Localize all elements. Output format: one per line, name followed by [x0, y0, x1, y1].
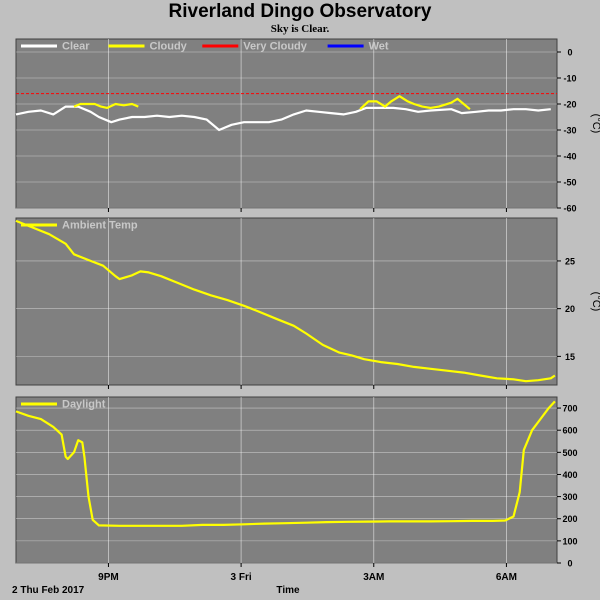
- plot-area: [15, 38, 558, 209]
- y-tick-label: 15: [565, 352, 575, 362]
- x-tick-label: 3AM: [363, 572, 384, 583]
- y-tick-label: 200: [562, 514, 577, 524]
- y-tick-label: -60: [563, 204, 576, 214]
- y-tick-label: -50: [563, 178, 576, 188]
- y-axis-label: (°C): [590, 292, 600, 312]
- y-tick-label: 400: [562, 470, 577, 480]
- series-line-ambient-temp: [15, 219, 556, 383]
- x-axis-label: Time: [276, 585, 300, 596]
- panel-daylight: [15, 396, 561, 567]
- y-tick-label: 20: [565, 304, 575, 314]
- x-tick-label: 9PM: [98, 572, 119, 583]
- y-tick-label: 300: [562, 492, 577, 502]
- y-tick-label: -40: [563, 152, 576, 162]
- y-tick-label: 500: [562, 448, 577, 458]
- y-tick-label: 600: [562, 426, 577, 436]
- legend-label: Cloudy: [150, 41, 188, 53]
- y-tick-label: 0: [567, 48, 572, 58]
- plot-area: [15, 396, 558, 564]
- series-line-daylight: [15, 400, 556, 527]
- plot-area: [15, 217, 558, 386]
- x-axis-date-label: 2 Thu Feb 2017: [12, 585, 85, 596]
- legend-label: Very Cloudy: [243, 41, 307, 53]
- y-axis-label: (°C): [590, 114, 600, 134]
- panel-sky-temperature: [15, 38, 561, 212]
- series-line-cloudy: [359, 95, 471, 111]
- y-tick-label: 100: [562, 536, 577, 546]
- y-tick-label: 25: [565, 256, 575, 266]
- legend-label: Clear: [62, 41, 90, 53]
- y-tick-label: 700: [562, 404, 577, 414]
- sky-status-subtitle: Sky is Clear.: [270, 23, 330, 35]
- x-tick-label: 3 Fri: [231, 572, 252, 583]
- chart-title: Riverland Dingo Observatory: [168, 1, 432, 22]
- legend-label: Ambient Temp: [62, 220, 138, 232]
- x-tick-label: 6AM: [496, 572, 517, 583]
- series-line-cloudy: [73, 102, 139, 110]
- panel-ambient-temperature: [15, 217, 561, 389]
- legend-label: Wet: [369, 41, 389, 53]
- y-tick-label: -30: [563, 126, 576, 136]
- y-tick-label: -10: [563, 74, 576, 84]
- y-tick-label: -20: [563, 100, 576, 110]
- legend-label: Daylight: [62, 399, 106, 411]
- y-tick-label: 0: [567, 559, 572, 569]
- series-line-clear: [15, 105, 551, 132]
